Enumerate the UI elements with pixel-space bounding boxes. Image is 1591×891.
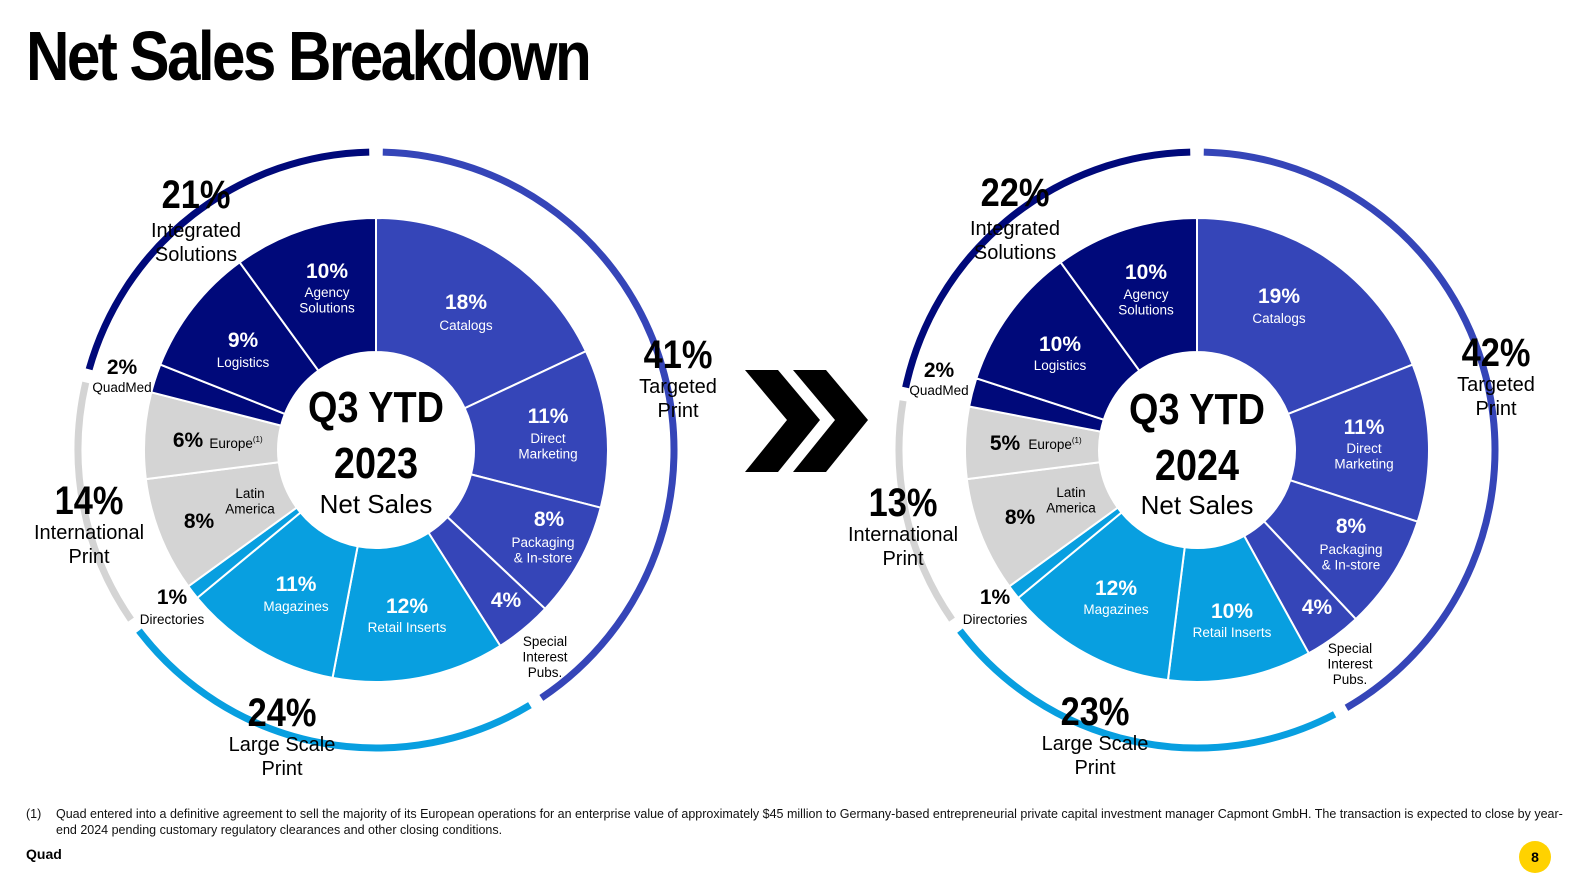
group-label-large-scale-print: Large Scale Print — [1042, 733, 1149, 779]
slice-value-direct-marketing: 11% — [1344, 416, 1385, 439]
ring-targeted-print — [382, 148, 678, 701]
slice-value-europe: 5% — [990, 432, 1021, 455]
slice-label-latin-america: Latin America — [1046, 485, 1096, 516]
page-title: Net Sales Breakdown — [26, 17, 592, 95]
group-label-integrated-solutions: Integrated Solutions — [970, 218, 1060, 264]
slice-value-catalogs: 18% — [445, 291, 487, 314]
slice-value-latin-america: 8% — [184, 510, 215, 533]
slice-value-packaging-in-store: 8% — [1336, 515, 1367, 538]
chevron-right-double-icon — [745, 370, 868, 472]
slice-label-quadmed: QuadMed — [909, 383, 968, 398]
slice-value-agency-solutions: 10% — [1125, 261, 1167, 284]
center-label-period: Q3 YTD — [308, 382, 444, 431]
group-value-international-print: 14% — [55, 478, 124, 523]
ring-targeted-print — [1203, 148, 1499, 711]
slice-label-magazines: Magazines — [263, 599, 329, 614]
footnote-mark: (1) — [26, 807, 42, 821]
group-label-international-print: International Print — [848, 524, 958, 570]
slice-label-retail-inserts: Retail Inserts — [1193, 625, 1272, 640]
slice-value-retail-inserts: 12% — [386, 595, 428, 618]
page-number-badge: 8 — [1519, 841, 1551, 873]
group-label-international-print: International Print — [34, 522, 144, 568]
slice-label-direct-marketing: Direct Marketing — [1334, 441, 1393, 472]
slice-label-packaging-in-store: Packaging & In-store — [511, 535, 574, 566]
group-value-targeted-print: 41% — [644, 332, 713, 377]
slice-label-agency-solutions: Agency Solutions — [299, 285, 355, 316]
slice-label-agency-solutions: Agency Solutions — [1118, 287, 1174, 318]
group-value-targeted-print: 42% — [1462, 330, 1531, 375]
slice-value-latin-america: 8% — [1005, 506, 1036, 529]
ring-international-print — [74, 381, 134, 622]
slice-value-directories: 1% — [980, 586, 1011, 609]
footnote-text: Quad entered into a definitive agreement… — [56, 807, 1563, 837]
slice-value-agency-solutions: 10% — [306, 260, 348, 283]
slice-value-packaging-in-store: 8% — [534, 508, 565, 531]
slice-label-europe: Europe(1) — [1028, 436, 1082, 452]
slice-value-retail-inserts: 10% — [1211, 600, 1253, 623]
slice-value-special-interest-pubs: 4% — [1302, 596, 1333, 619]
slice-value-magazines: 12% — [1095, 577, 1137, 600]
slice-label-logistics: Logistics — [217, 355, 270, 370]
slice-label-directories: Directories — [963, 612, 1028, 627]
slice-value-special-interest-pubs: 4% — [491, 589, 522, 612]
group-label-targeted-print: Targeted Print — [639, 376, 717, 422]
donut-hole — [1099, 352, 1295, 548]
center-label-metric: Net Sales — [1141, 490, 1254, 520]
ring-international-print — [895, 400, 955, 622]
footnote: (1) Quad entered into a definitive agree… — [26, 806, 1566, 838]
slice-label-packaging-in-store: Packaging & In-store — [1319, 542, 1382, 573]
slice-value-quadmed: 2% — [107, 356, 138, 379]
donut-hole — [278, 352, 474, 548]
slice-value-direct-marketing: 11% — [528, 405, 569, 428]
center-label-metric: Net Sales — [320, 489, 433, 519]
slice-value-magazines: 11% — [276, 573, 317, 596]
group-value-large-scale-print: 23% — [1061, 689, 1130, 734]
ring-integrated-solutions — [902, 148, 1191, 389]
slice-label-directories: Directories — [140, 612, 205, 627]
group-label-large-scale-print: Large Scale Print — [229, 734, 336, 780]
slice-label-magazines: Magazines — [1083, 602, 1149, 617]
group-value-international-print: 13% — [869, 480, 938, 525]
slice-label-catalogs: Catalogs — [1252, 311, 1306, 326]
slice-value-logistics: 9% — [228, 329, 259, 352]
ring-large-scale-print — [136, 628, 532, 752]
slice-label-quadmed: QuadMed — [92, 380, 151, 395]
center-label-period: Q3 YTD — [1129, 384, 1265, 433]
slice-label-latin-america: Latin America — [225, 486, 275, 517]
brand-logo: Quad — [26, 846, 62, 862]
group-value-large-scale-print: 24% — [248, 690, 317, 735]
group-value-integrated-solutions: 21% — [162, 172, 231, 217]
slice-value-logistics: 10% — [1039, 333, 1081, 356]
slice-label-direct-marketing: Direct Marketing — [518, 431, 577, 462]
center-label-year: 2023 — [334, 438, 418, 487]
center-label-year: 2024 — [1155, 440, 1239, 489]
group-label-integrated-solutions: Integrated Solutions — [151, 220, 241, 266]
slice-label-special-interest-pubs: Special Interest Pubs. — [1327, 641, 1372, 687]
slice-label-catalogs: Catalogs — [439, 318, 493, 333]
ring-integrated-solutions — [85, 148, 370, 371]
slice-value-europe: 6% — [173, 429, 204, 452]
ring-large-scale-print — [957, 628, 1337, 752]
slice-value-quadmed: 2% — [924, 359, 955, 382]
slice-label-logistics: Logistics — [1034, 358, 1087, 373]
group-label-targeted-print: Targeted Print — [1457, 374, 1535, 420]
slice-value-catalogs: 19% — [1258, 285, 1300, 308]
slice-value-directories: 1% — [157, 586, 188, 609]
group-value-integrated-solutions: 22% — [981, 170, 1050, 215]
slice-label-special-interest-pubs: Special Interest Pubs. — [522, 634, 567, 680]
slice-label-retail-inserts: Retail Inserts — [368, 620, 447, 635]
slice-label-europe: Europe(1) — [209, 435, 263, 451]
